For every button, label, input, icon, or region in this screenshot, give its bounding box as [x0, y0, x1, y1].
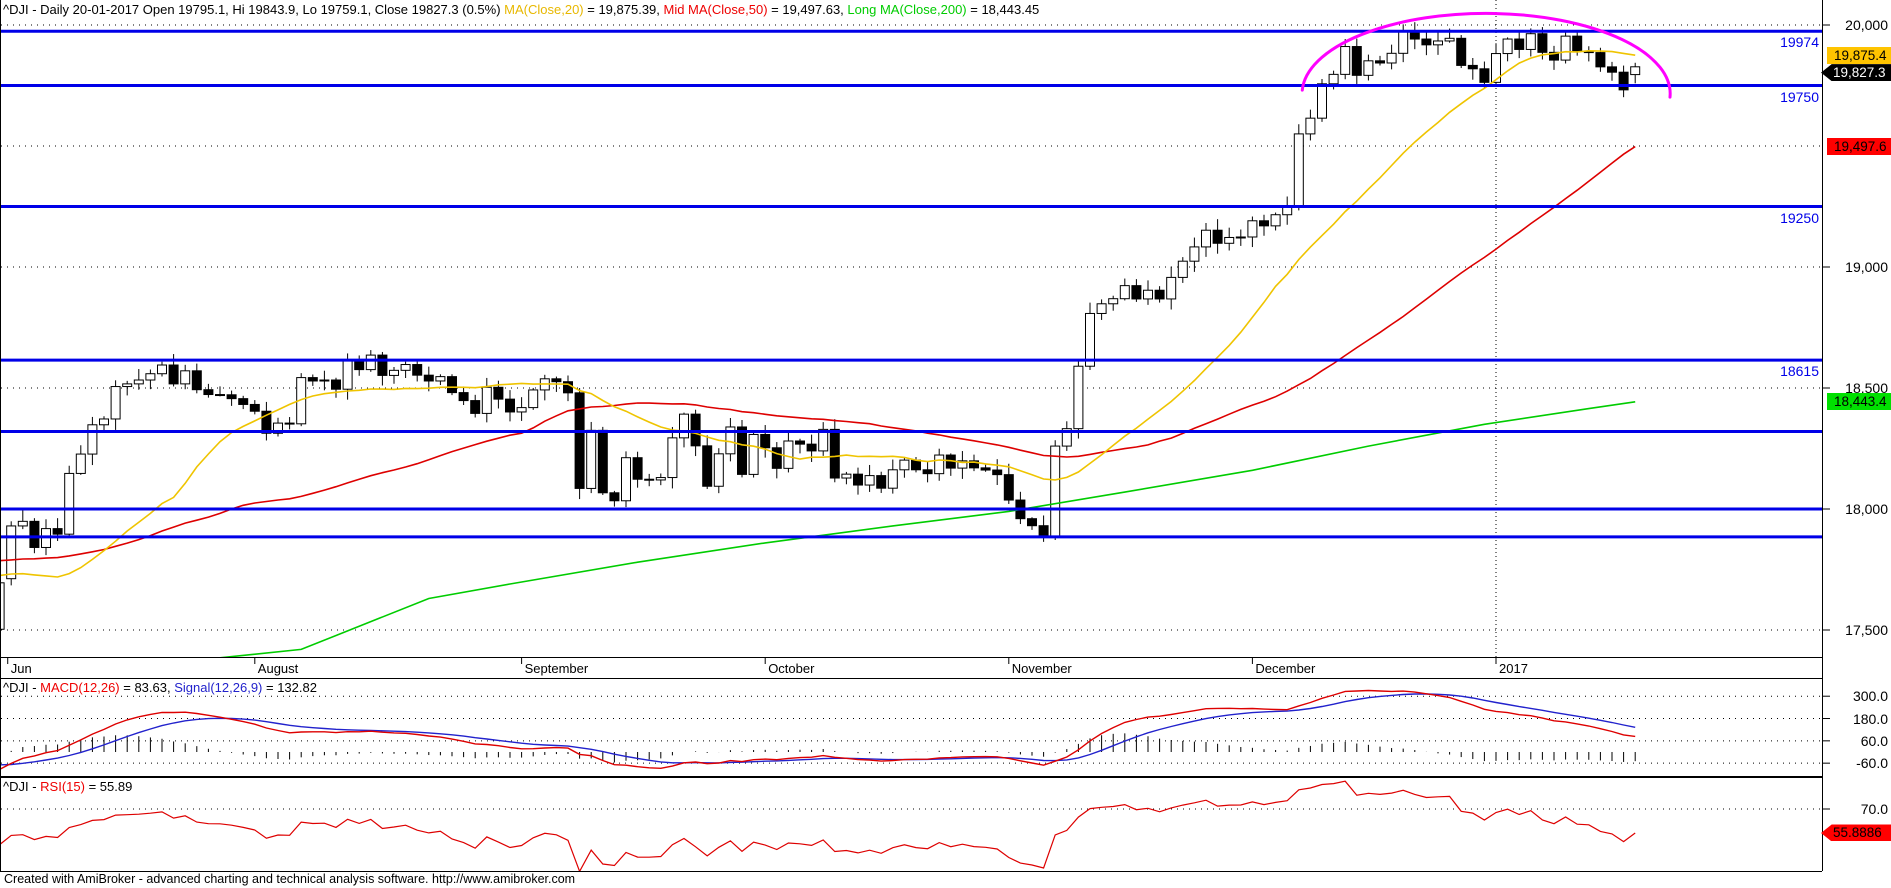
month-label: November: [1011, 661, 1072, 676]
macd-pane-title: ^DJI - MACD(12,26) = 83.63, Signal(12,26…: [3, 681, 317, 695]
level-label: 19750: [1780, 88, 1819, 105]
month-label: October: [768, 661, 815, 676]
title-segment: = 132.82: [262, 680, 317, 695]
level-label: 18615: [1780, 363, 1819, 380]
macd-axis-label: -60.0: [1856, 755, 1888, 772]
level-label: 19974: [1780, 34, 1819, 51]
price-axis-label: 19,000: [1845, 259, 1888, 275]
price-axis-label: 20,000: [1845, 17, 1888, 33]
title-segment: RSI(15): [40, 779, 85, 794]
title-segment: ^DJI -: [3, 680, 41, 695]
month-label: August: [257, 661, 299, 676]
panel-borders: [0, 0, 1830, 872]
macd-axis-label: 180.0: [1852, 710, 1888, 727]
title-segment: = 18,443.45: [966, 2, 1040, 17]
month-label: September: [524, 661, 589, 676]
macd-axis-label: 60.0: [1860, 732, 1888, 749]
macd-axis-label: 300.0: [1852, 688, 1888, 705]
price-axis-label: 18,000: [1845, 501, 1888, 517]
macd-line: [1, 689, 1636, 770]
price-badge: 19,827.3: [1821, 64, 1891, 82]
level-label: 19250: [1780, 209, 1819, 226]
macd-histogram: [10, 733, 1636, 763]
title-segment: ^DJI -: [3, 779, 41, 794]
price-badge: 19,497.6: [1827, 138, 1891, 156]
ma20-line: [1, 49, 1636, 578]
rsi-plot-area[interactable]: [0, 778, 1822, 871]
price-pane-title: ^DJI - Daily 20-01-2017 Open 19795.1, Hi…: [3, 3, 1039, 17]
rsi-pane-title: ^DJI - RSI(15) = 55.89: [3, 780, 132, 794]
price-badge: 18,443.4: [1827, 393, 1891, 411]
month-label: Jun: [10, 661, 32, 676]
dome-annotation-arc[interactable]: [1300, 11, 1672, 99]
title-segment: ^DJI - Daily 20-01-2017 Open 19795.1, Hi…: [3, 2, 505, 17]
footer-credit: Created with AmiBroker - advanced charti…: [4, 872, 576, 886]
ma50-line: [1, 145, 1636, 562]
ma200-line: [219, 401, 1636, 657]
month-label: 2017: [1499, 661, 1528, 676]
title-segment: Signal(12,26,9): [174, 680, 263, 695]
price-axis-label: 18,500: [1845, 380, 1888, 396]
month-label: December: [1255, 661, 1316, 676]
rsi-axis-label: 70.0: [1860, 801, 1888, 817]
price-badge: 19,875.4: [1827, 46, 1891, 64]
price-plot-area[interactable]: [0, 0, 1822, 657]
signal-line: [1, 693, 1636, 766]
title-segment: = 19,875.39,: [583, 2, 664, 17]
rsi-badge: 55.8886: [1821, 824, 1891, 842]
rsi-line: [1, 780, 1636, 871]
title-segment: = 83.63,: [119, 680, 175, 695]
title-segment: MA(Close,20): [504, 2, 584, 17]
title-segment: MACD(12,26): [40, 680, 120, 695]
title-segment: Long MA(Close,200): [847, 2, 967, 17]
title-segment: = 55.89: [84, 779, 133, 794]
support-resistance-lines[interactable]: [1, 29, 1822, 539]
title-segment: = 19,497.63,: [767, 2, 848, 17]
title-segment: Mid MA(Close,50): [663, 2, 768, 17]
price-axis-label: 17,500: [1845, 622, 1888, 638]
candlestick-series: [1, 22, 1641, 630]
